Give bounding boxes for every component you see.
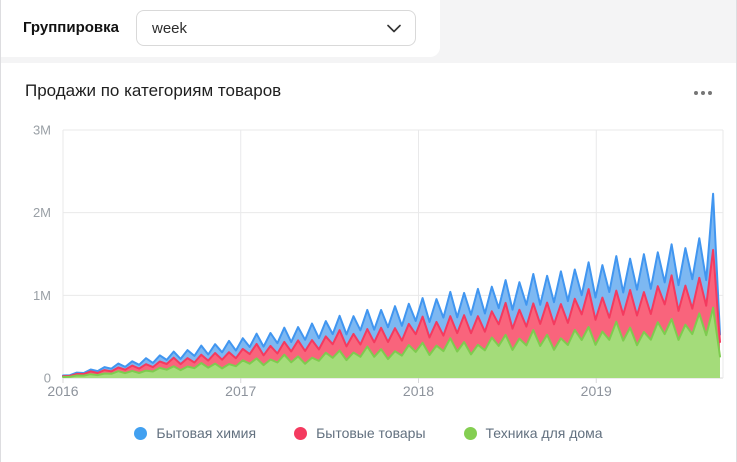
legend-item[interactable]: Бытовые товары [294,425,426,441]
grouping-toolbar: Группировка week [1,0,440,57]
chart-canvas: 0 1M 2M 3M 2016 2017 2018 2019 [33,123,724,399]
grouping-label: Группировка [23,19,119,36]
legend-label: Техника для дома [485,425,603,441]
x-axis-tick-label: 2017 [225,383,256,399]
y-axis-tick-label: 0 [44,371,51,386]
grouping-select[interactable]: week [136,10,416,46]
card-title: Продажи по категориям товаров [25,81,282,100]
area-stroke-1 [62,306,721,378]
area-1 [63,307,720,378]
legend-dot-icon [134,426,148,440]
kebab-menu-icon[interactable] [690,87,716,99]
chevron-down-icon [387,24,401,32]
x-axis-tick-label: 2019 [581,383,612,399]
x-axis-tick-label: 2018 [403,383,434,399]
legend-item[interactable]: Техника для дома [463,425,603,441]
legend-item[interactable]: Бытовая химия [134,425,256,441]
area-stroke-3 [62,192,721,377]
stacked-area-chart: 0 1M 2M 3M 2016 2017 2018 2019 [1,115,737,415]
legend-label: Бытовые товары [316,425,426,441]
y-axis-tick-label: 2M [33,205,51,220]
sales-chart-card: Продажи по категориям товаров 0 1M 2M 3M 201… [1,63,736,462]
chart-legend: Бытовая химия Бытовые товары Техника для д… [1,425,736,441]
area-stroke-2 [62,248,721,378]
grouping-select-value: week [152,19,188,37]
y-axis-tick-label: 1M [33,288,51,303]
legend-dot-icon [294,426,308,440]
x-axis-tick-label: 2016 [47,383,78,399]
y-axis-tick-label: 3M [33,123,51,138]
legend-dot-icon [463,426,477,440]
legend-label: Бытовая химия [156,425,257,441]
